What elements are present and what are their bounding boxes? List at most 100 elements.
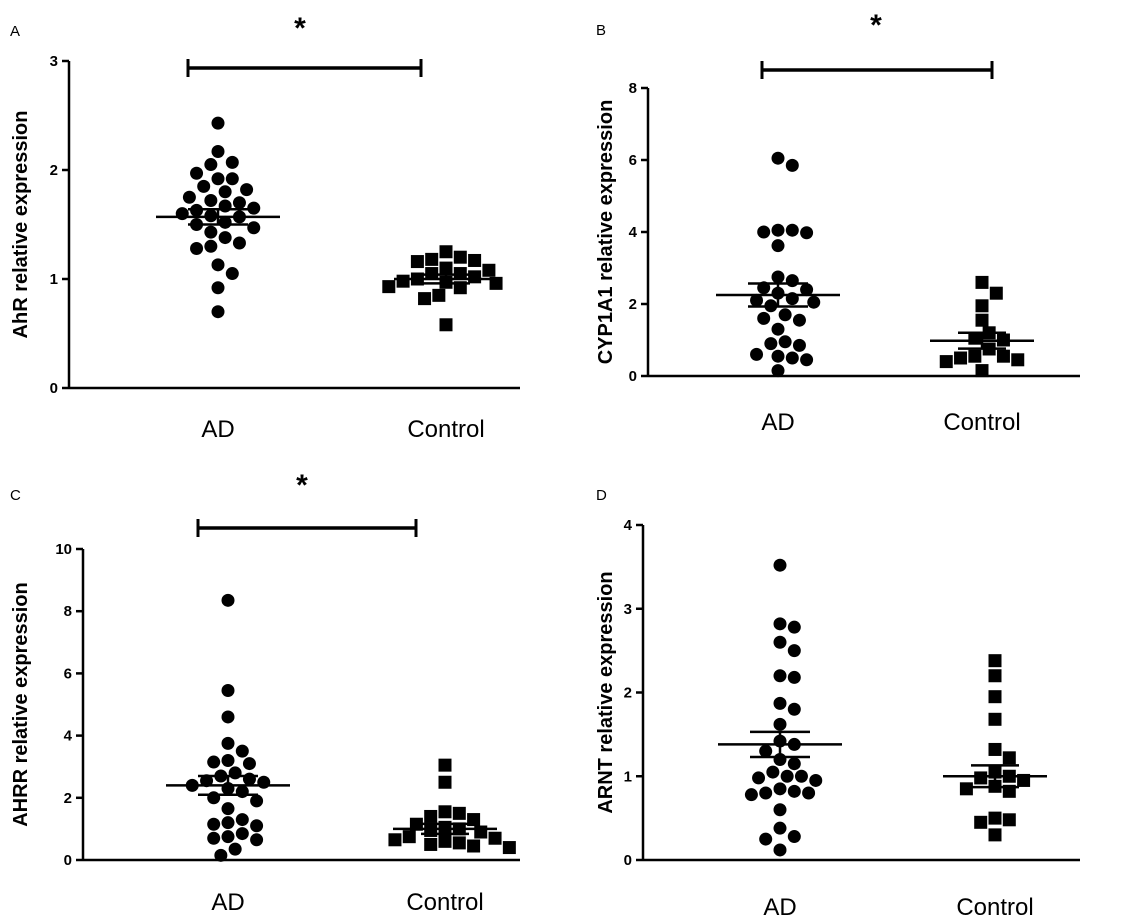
data-point-circle bbox=[232, 196, 246, 210]
data-point-circle bbox=[771, 322, 785, 336]
data-point-circle bbox=[787, 644, 801, 658]
data-point-square bbox=[488, 831, 502, 845]
chart-panel-a: A 0 1 2 3 AhR relative expression AD Control * bbox=[10, 12, 520, 443]
significance-star: * bbox=[870, 9, 882, 42]
data-point-circle bbox=[207, 791, 221, 805]
data-point-square bbox=[954, 351, 968, 365]
data-point-circle bbox=[800, 353, 814, 367]
data-point-square bbox=[467, 839, 481, 853]
data-point-circle bbox=[218, 199, 232, 213]
data-point-square bbox=[402, 830, 416, 844]
data-point-circle bbox=[807, 295, 821, 309]
data-point-circle bbox=[250, 819, 264, 833]
data-point-circle bbox=[221, 802, 235, 816]
data-point-circle bbox=[787, 830, 801, 844]
data-point-circle bbox=[211, 116, 225, 130]
data-point-circle bbox=[787, 670, 801, 684]
data-point-circle bbox=[221, 736, 235, 750]
data-point-circle bbox=[785, 274, 799, 288]
x-category-label: AD bbox=[201, 416, 234, 443]
data-point-circle bbox=[757, 225, 771, 239]
data-point-square bbox=[988, 690, 1002, 704]
data-point-square bbox=[425, 252, 439, 266]
data-point-circle bbox=[211, 258, 225, 272]
data-point-circle bbox=[235, 785, 249, 799]
data-point-circle bbox=[247, 201, 261, 215]
data-point-circle bbox=[225, 267, 239, 281]
data-point-circle bbox=[744, 788, 758, 802]
data-point-square bbox=[1002, 751, 1016, 765]
x-category-label: Control bbox=[407, 416, 484, 443]
data-point-square bbox=[988, 654, 1002, 668]
data-point-circle bbox=[240, 183, 254, 197]
data-point-circle bbox=[221, 830, 235, 844]
data-point-circle bbox=[211, 305, 225, 319]
data-point-square bbox=[439, 261, 453, 275]
chart-panel-d: D 0 1 2 3 4 ARNT relative expression AD Control bbox=[595, 487, 1080, 921]
data-point-square bbox=[975, 275, 989, 289]
data-point-circle bbox=[235, 744, 249, 758]
data-point-circle bbox=[757, 311, 771, 325]
data-point-circle bbox=[771, 349, 785, 363]
data-point-square bbox=[939, 355, 953, 369]
data-point-circle bbox=[218, 231, 232, 245]
data-point-square bbox=[418, 292, 432, 306]
data-point-circle bbox=[771, 239, 785, 253]
data-point-circle bbox=[750, 293, 764, 307]
data-point-circle bbox=[792, 338, 806, 352]
y-tick-label: 0 bbox=[64, 852, 72, 869]
x-category-label: AD bbox=[761, 409, 794, 436]
y-axis-title: AhR relative expression bbox=[10, 111, 32, 339]
data-point-circle bbox=[800, 283, 814, 297]
data-point-circle bbox=[204, 225, 218, 239]
data-point-circle bbox=[211, 144, 225, 158]
data-point-circle bbox=[771, 270, 785, 284]
data-point-circle bbox=[809, 773, 823, 787]
data-point-circle bbox=[752, 771, 766, 785]
data-point-circle bbox=[235, 827, 249, 841]
data-point-square bbox=[988, 669, 1002, 683]
data-point-circle bbox=[778, 308, 792, 322]
data-point-circle bbox=[787, 702, 801, 716]
data-point-square bbox=[974, 771, 988, 785]
data-point-circle bbox=[766, 765, 780, 779]
data-point-square bbox=[988, 811, 1002, 825]
y-tick-label: 3 bbox=[50, 53, 58, 70]
data-point-circle bbox=[225, 172, 239, 186]
data-point-square bbox=[1002, 813, 1016, 827]
x-category-label: Control bbox=[943, 409, 1020, 436]
data-point-square bbox=[988, 742, 1002, 756]
data-point-circle bbox=[802, 786, 816, 800]
y-tick-label: 3 bbox=[624, 601, 632, 618]
x-category-label: AD bbox=[763, 894, 796, 921]
x-category-label: Control bbox=[406, 889, 483, 916]
y-tick-label: 8 bbox=[629, 80, 637, 97]
data-point-square bbox=[989, 286, 1003, 300]
y-tick-label: 4 bbox=[64, 728, 73, 745]
data-point-circle bbox=[764, 337, 778, 351]
data-point-circle bbox=[759, 786, 773, 800]
data-point-circle bbox=[773, 803, 787, 817]
data-point-square bbox=[453, 250, 467, 264]
data-point-circle bbox=[785, 351, 799, 365]
data-point-square bbox=[468, 253, 482, 267]
data-point-circle bbox=[773, 782, 787, 796]
data-point-circle bbox=[214, 848, 228, 862]
data-point-circle bbox=[207, 817, 221, 831]
significance-star: * bbox=[294, 12, 306, 45]
data-point-circle bbox=[204, 194, 218, 208]
data-point-circle bbox=[773, 558, 787, 572]
data-point-circle bbox=[778, 335, 792, 349]
data-point-circle bbox=[247, 221, 261, 235]
data-point-circle bbox=[211, 172, 225, 186]
y-tick-label: 1 bbox=[624, 768, 632, 785]
data-point-circle bbox=[242, 757, 256, 771]
y-tick-label: 0 bbox=[624, 852, 632, 869]
data-point-circle bbox=[204, 158, 218, 172]
data-point-circle bbox=[792, 313, 806, 327]
data-point-circle bbox=[228, 766, 242, 780]
data-point-circle bbox=[221, 593, 235, 607]
data-point-circle bbox=[250, 833, 264, 847]
y-tick-label: 1 bbox=[50, 271, 58, 288]
